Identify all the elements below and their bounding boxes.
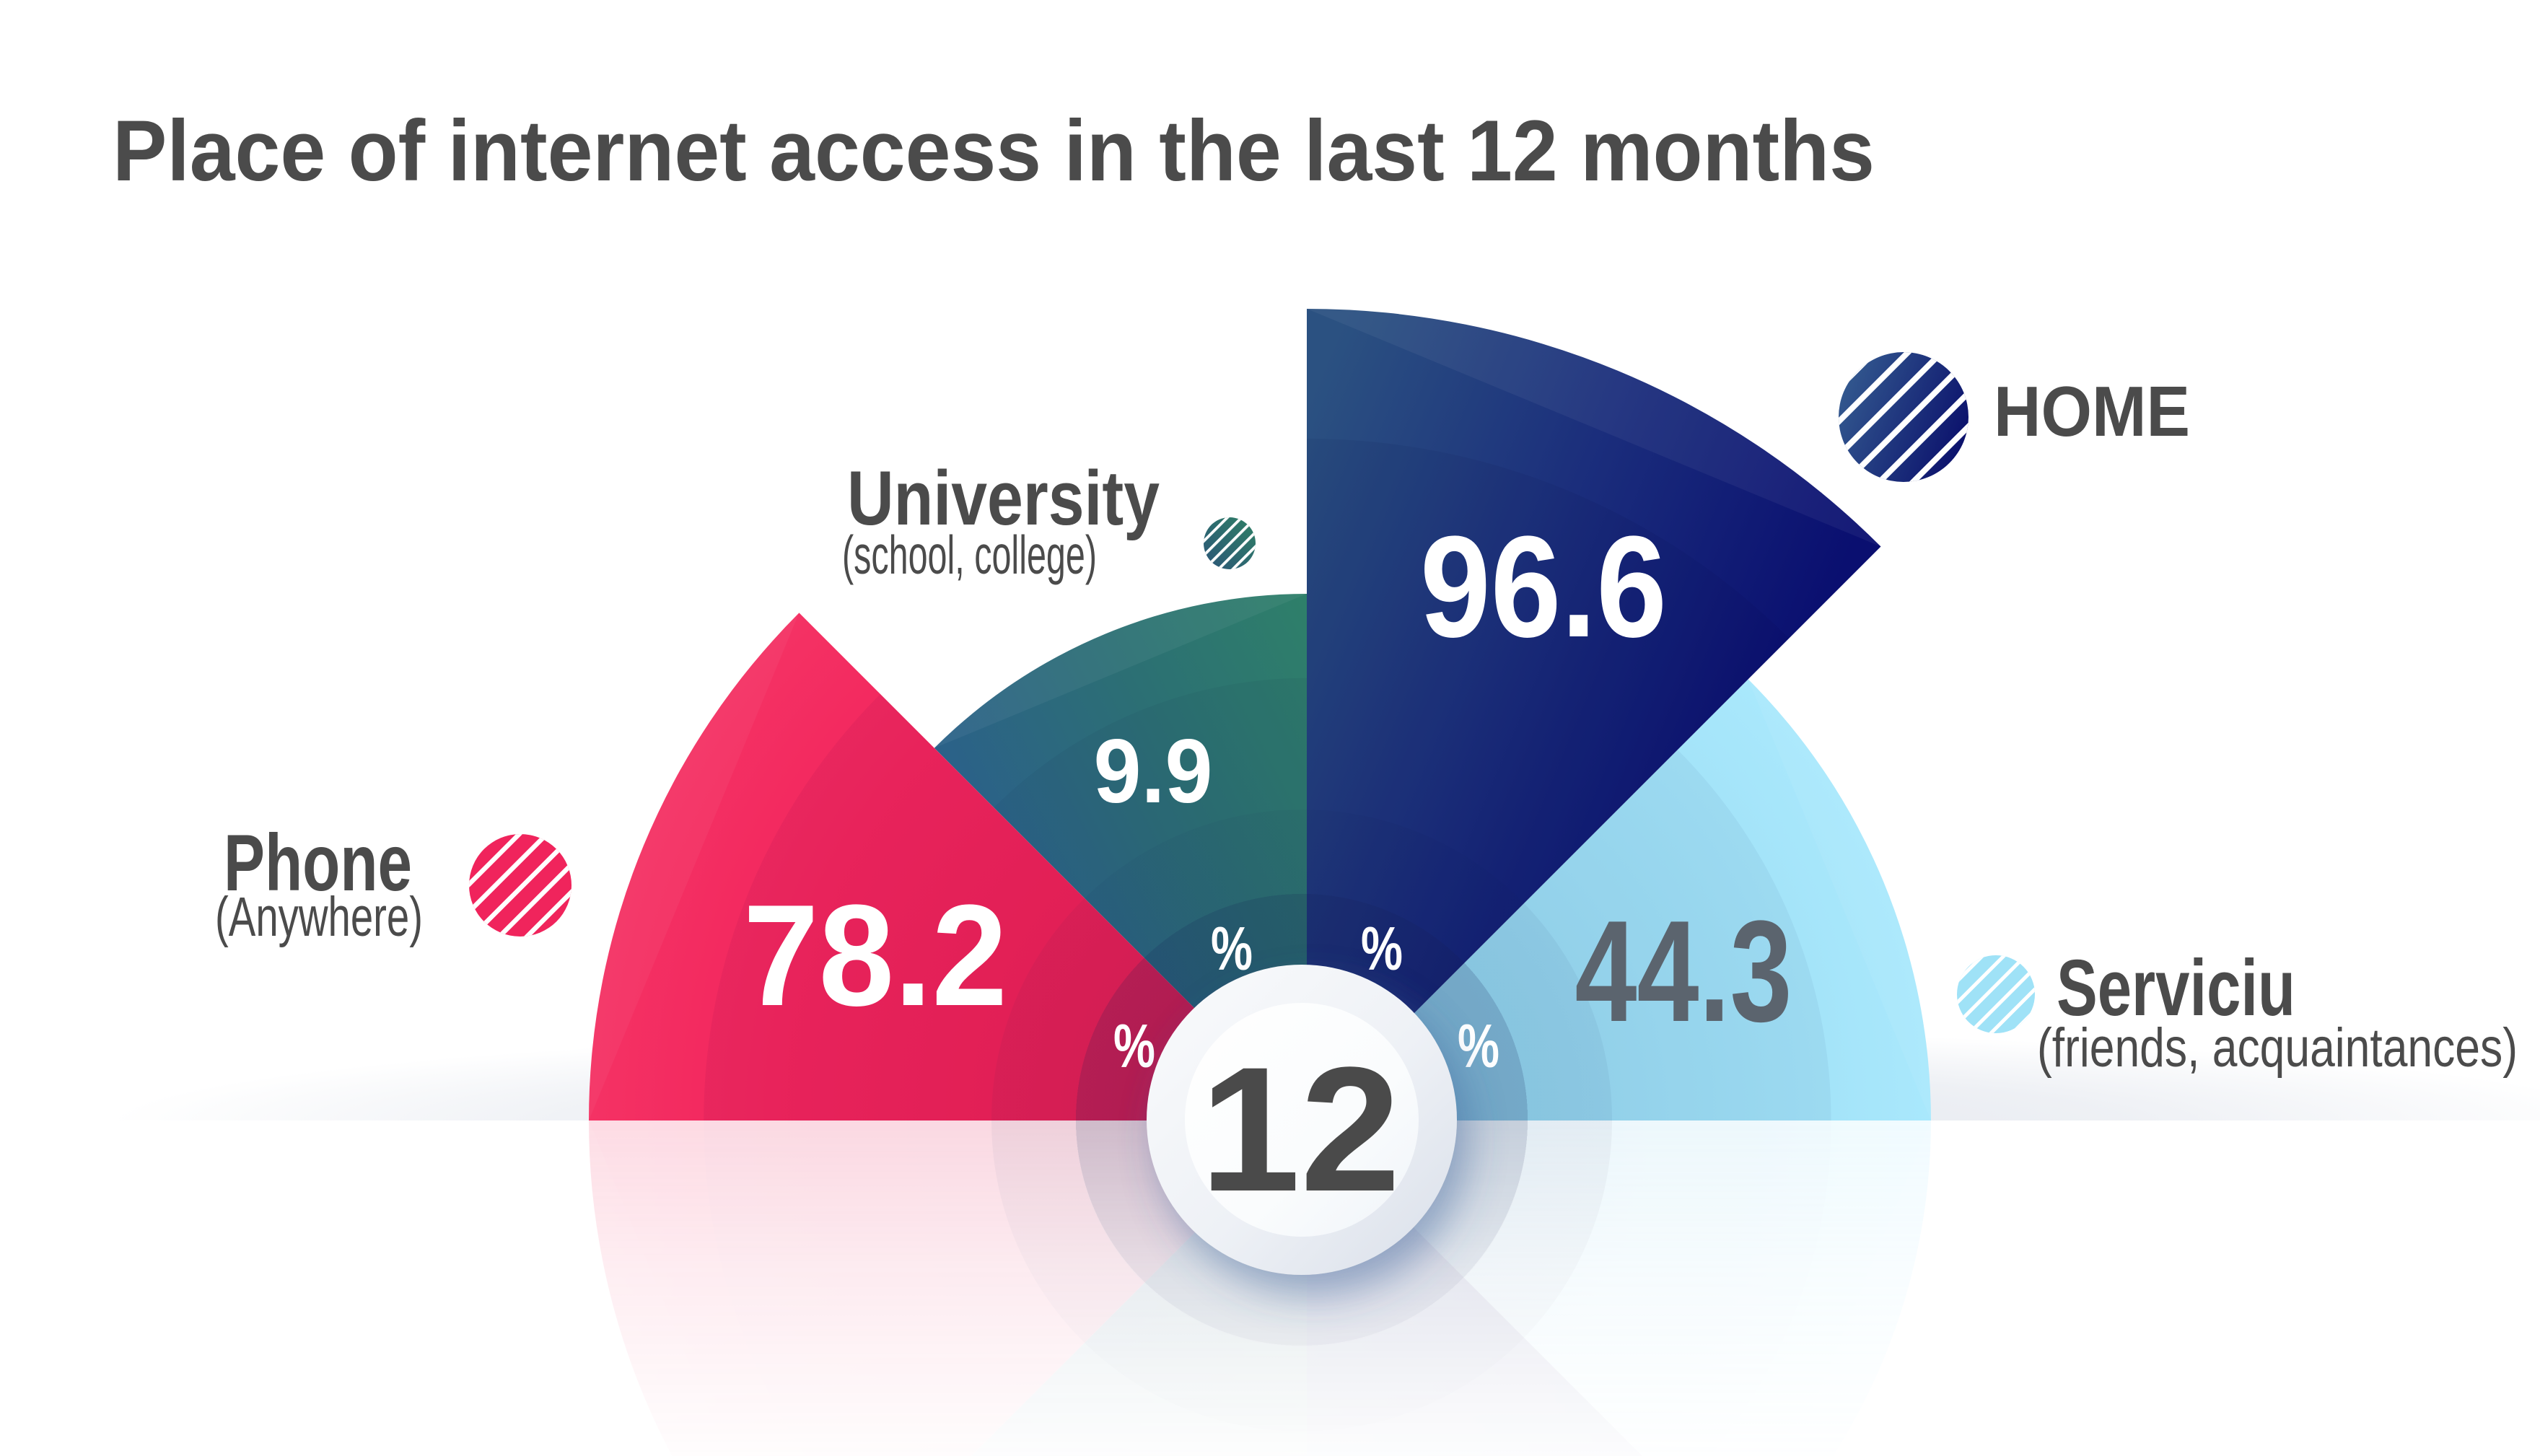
svg-text:Serviciu: Serviciu [2057, 944, 2295, 1032]
svg-text:%: % [1361, 915, 1403, 983]
svg-text:University: University [847, 455, 1160, 541]
svg-text:%: % [1113, 1012, 1155, 1081]
svg-text:Place of internet access in th: Place of internet access in the last 12 … [113, 102, 1875, 199]
svg-text:12: 12 [1200, 1030, 1401, 1229]
svg-text:(Anywhere): (Anywhere) [215, 886, 423, 948]
svg-text:44.3: 44.3 [1575, 891, 1792, 1052]
svg-text:96.6: 96.6 [1420, 506, 1667, 667]
svg-text:%: % [1211, 915, 1253, 983]
svg-text:78.2: 78.2 [743, 875, 1007, 1036]
svg-text:HOME: HOME [1994, 372, 2190, 451]
svg-text:Phone: Phone [224, 818, 412, 908]
svg-text:9.9: 9.9 [1094, 722, 1213, 822]
svg-text:(school, college): (school, college) [842, 525, 1097, 585]
svg-text:%: % [1458, 1012, 1499, 1081]
svg-text:(friends, acquaintances): (friends, acquaintances) [2037, 1017, 2518, 1079]
